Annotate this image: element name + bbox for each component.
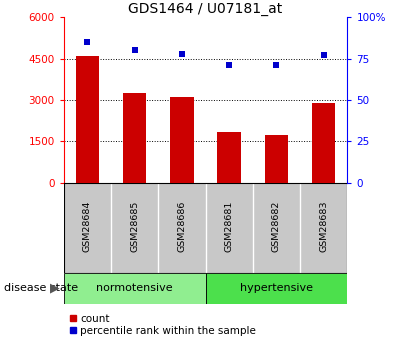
Text: GSM28686: GSM28686 [178,200,186,252]
Point [321,52,327,58]
Text: GSM28684: GSM28684 [83,200,92,252]
Bar [123,93,146,183]
Bar [312,103,335,183]
Text: GSM28683: GSM28683 [319,200,328,252]
Point [226,62,233,68]
Text: hypertensive: hypertensive [240,283,313,293]
Title: GDS1464 / U07181_at: GDS1464 / U07181_at [128,2,283,16]
Text: GSM28681: GSM28681 [225,200,233,252]
Point [178,51,185,57]
Point [132,48,138,53]
Text: GSM28685: GSM28685 [130,200,139,252]
Bar [64,273,206,304]
Text: normotensive: normotensive [96,283,173,293]
Bar [206,273,347,304]
Bar [217,132,241,183]
Bar [265,135,288,183]
Text: GSM28682: GSM28682 [272,200,281,252]
Bar [170,97,194,183]
Point [273,62,279,68]
Bar [76,56,99,183]
Point [84,39,90,45]
Legend: count, percentile rank within the sample: count, percentile rank within the sample [65,309,261,340]
Text: ▶: ▶ [50,282,60,295]
Text: disease state: disease state [4,283,78,293]
